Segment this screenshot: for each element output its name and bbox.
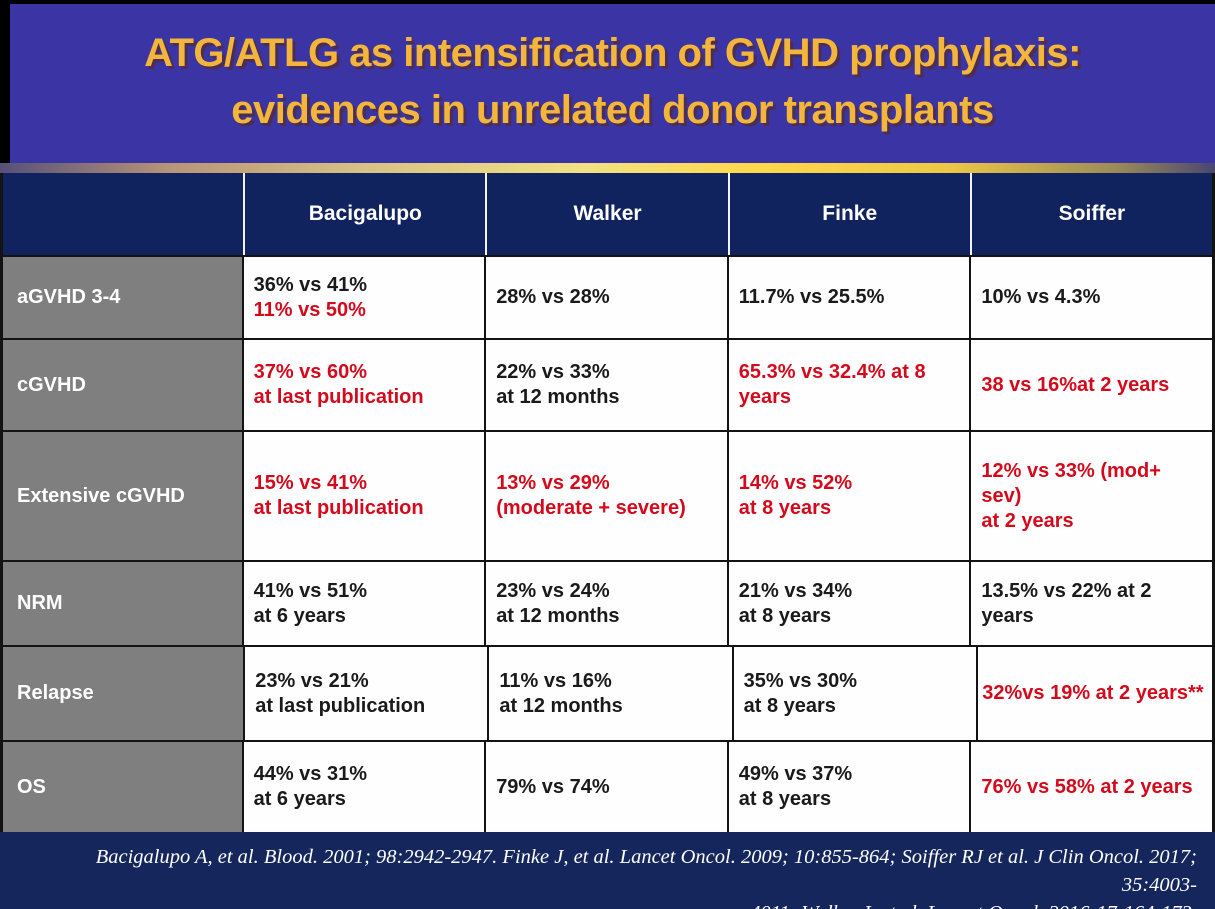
- cell-text-line: years: [738, 386, 792, 408]
- cell-r1-walker: 22% vs 33% at 12 months: [484, 340, 727, 430]
- cell-text-line: at 8 years: [738, 604, 832, 627]
- slide-title-line1: ATG/ATLG as intensification of GVHD prop…: [144, 31, 1081, 75]
- cell-text-line: at 8 years: [738, 788, 832, 810]
- cell-r5-soiffer: 76% vs 58% at 2 years: [969, 742, 1212, 832]
- cell-text-line: (moderate + severe): [496, 497, 686, 519]
- cell-text-line: 23% vs 21%: [255, 669, 369, 692]
- cell-text-line: 44% vs 31%: [253, 763, 368, 785]
- cell-r2-walker: 13% vs 29% (moderate + severe): [484, 432, 727, 560]
- row-label: Relapse: [3, 647, 244, 740]
- cell-r2-finke: 14% vs 52% at 8 years: [726, 432, 970, 560]
- citation-footer: Bacigalupo A, et al. Blood. 2001; 98:294…: [0, 832, 1215, 909]
- cell-r5-bacigalupo: 44% vs 31% at 6 years: [241, 742, 485, 832]
- table-row: cGVHD 37% vs 60% at last publication 22% vs…: [3, 338, 1212, 430]
- cell-r3-finke: 21% vs 34% at 8 years: [726, 562, 970, 645]
- cell-r0-finke: 11.7% vs 25.5%: [726, 257, 970, 338]
- cell-r4-soiffer: 32%vs 19% at 2 years**: [975, 647, 1213, 740]
- cell-text-line: 11.7% vs 25.5%: [738, 286, 885, 308]
- cell-text-line: 22% vs 33%: [496, 361, 610, 383]
- cell-text-line: 10% vs 4.3%: [981, 286, 1101, 308]
- cell-r0-walker: 28% vs 28%: [484, 257, 727, 338]
- cell-text-line: 37% vs 60%: [253, 361, 368, 383]
- title-banner: ATG/ATLG as intensification of GVHD prop…: [0, 0, 1215, 163]
- citation-line1: Bacigalupo A, et al. Blood. 2001; 98:294…: [95, 846, 1197, 896]
- cell-text-line: at 12 months: [499, 694, 623, 717]
- cell-r3-walker: 23% vs 24% at 12 months: [484, 562, 727, 645]
- cell-text-line: at 12 months: [496, 604, 620, 627]
- cell-r3-soiffer: 13.5% vs 22% at 2 years: [969, 562, 1212, 645]
- cell-text-line: 14% vs 52%: [738, 472, 853, 494]
- cell-text-line: 76% vs 58% at 2 years: [981, 775, 1193, 798]
- citation-line2: 4011; Walker I, et al. Lancet Oncol. 201…: [30, 899, 1197, 909]
- cell-text-line: 12% vs 33% (mod+ sev): [981, 459, 1161, 507]
- cell-text-line: at 12 months: [496, 386, 620, 408]
- table-header-row: Bacigalupo Walker Finke Soiffer: [3, 173, 1213, 255]
- table-row: NRM 41% vs 51% at 6 years 23% vs 24% at 12 m…: [3, 560, 1212, 645]
- cell-text-line: at 2 years: [981, 509, 1074, 532]
- cell-text-line: 32%vs 19% at 2 years**: [982, 682, 1204, 704]
- cell-text-line: at 8 years: [738, 497, 832, 519]
- cell-text-line: 23% vs 24%: [496, 579, 610, 602]
- cell-text-line: 38 vs 16%at 2 years: [981, 373, 1170, 396]
- cell-text-line: 65.3% vs 32.4% at 8: [738, 361, 926, 383]
- cell-text-line: 15% vs 41%: [253, 472, 368, 494]
- cell-r3-bacigalupo: 41% vs 51% at 6 years: [241, 562, 485, 645]
- column-header-walker: Walker: [485, 173, 728, 255]
- cell-r0-soiffer: 10% vs 4.3%: [969, 257, 1212, 338]
- cell-text-line: at last publication: [255, 694, 426, 717]
- table-row: Relapse 23% vs 21% at last publication 11% …: [3, 645, 1213, 740]
- cell-text-line: at 6 years: [253, 604, 346, 627]
- row-label: OS: [3, 742, 242, 832]
- divider-shine-bar: [0, 163, 1215, 173]
- column-header-finke: Finke: [727, 173, 970, 255]
- cell-text-line: 49% vs 37%: [738, 763, 853, 785]
- table-row: aGVHD 3-4 36% vs 41% 11% vs 50% 28% vs 28% 1…: [3, 255, 1212, 338]
- cell-r4-bacigalupo: 23% vs 21% at last publication: [243, 647, 488, 740]
- table-row: Extensive cGVHD 15% vs 41% at last publica…: [3, 430, 1212, 560]
- row-label: NRM: [3, 562, 242, 645]
- cell-text-line: 11% vs 50%: [253, 298, 366, 321]
- cell-text-line: at last publication: [253, 497, 424, 519]
- cell-r1-finke: 65.3% vs 32.4% at 8 years: [726, 340, 970, 430]
- cell-r2-bacigalupo: 15% vs 41% at last publication: [241, 432, 485, 560]
- cell-text-line: 11% vs 16%: [499, 669, 612, 692]
- slide-title: ATG/ATLG as intensification of GVHD prop…: [10, 4, 1215, 139]
- row-label: aGVHD 3-4: [3, 257, 242, 338]
- cell-r1-soiffer: 38 vs 16%at 2 years: [969, 340, 1212, 430]
- cell-r1-bacigalupo: 37% vs 60% at last publication: [241, 340, 485, 430]
- cell-text-line: 79% vs 74%: [496, 775, 610, 798]
- cell-text-line: 13.5% vs 22% at 2 years: [981, 579, 1152, 627]
- cell-text-line: at 6 years: [253, 788, 346, 810]
- cell-text-line: 21% vs 34%: [738, 579, 853, 602]
- cell-text-line: 28% vs 28%: [496, 286, 610, 308]
- cell-text-line: 36% vs 41%: [253, 273, 368, 296]
- column-header-blank: [3, 173, 244, 255]
- row-label: cGVHD: [3, 340, 242, 430]
- cell-r0-bacigalupo: 36% vs 41% 11% vs 50%: [241, 257, 485, 338]
- cell-r5-finke: 49% vs 37% at 8 years: [726, 742, 970, 832]
- cell-text-line: 41% vs 51%: [253, 579, 368, 602]
- column-header-soiffer: Soiffer: [969, 173, 1213, 255]
- cell-r2-soiffer: 12% vs 33% (mod+ sev) at 2 years: [969, 432, 1212, 560]
- cell-text-line: at last publication: [253, 386, 424, 408]
- slide-title-line2: evidences in unrelated donor transplants: [231, 88, 994, 132]
- cell-text-line: 35% vs 30%: [743, 669, 858, 692]
- cell-r4-walker: 11% vs 16% at 12 months: [487, 647, 732, 740]
- cell-r4-finke: 35% vs 30% at 8 years: [731, 647, 976, 740]
- cell-text-line: at 8 years: [743, 694, 836, 717]
- column-header-bacigalupo: Bacigalupo: [243, 173, 486, 255]
- results-table: Bacigalupo Walker Finke Soiffer aGVHD 3-4 36…: [0, 173, 1215, 832]
- cell-text-line: 13% vs 29%: [496, 472, 610, 494]
- table-row: OS 44% vs 31% at 6 years 79% vs 74% 49% vs 3…: [3, 740, 1212, 832]
- row-label: Extensive cGVHD: [3, 432, 242, 560]
- cell-r5-walker: 79% vs 74%: [484, 742, 727, 832]
